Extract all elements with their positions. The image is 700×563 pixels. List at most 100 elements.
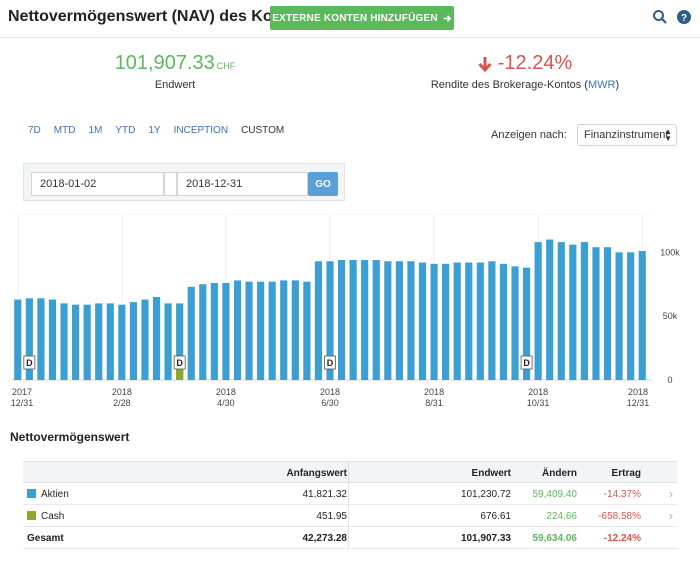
table-header: Anfangswert Endwert Ändern Ertrag [23, 461, 677, 483]
x-tick-label: 12/31 [11, 398, 34, 408]
bar-aktien[interactable] [488, 261, 496, 380]
bar-aktien[interactable] [176, 303, 184, 380]
help-icon[interactable]: ? [676, 9, 692, 25]
row-return: -14.37% [603, 489, 641, 500]
bar-aktien[interactable] [222, 282, 230, 380]
bar-aktien[interactable] [257, 281, 265, 380]
date-to-input[interactable]: 2018-12-31 [177, 172, 308, 196]
total-start: 42,273.28 [302, 533, 348, 544]
bar-aktien[interactable] [106, 303, 114, 380]
bar-aktien[interactable] [245, 281, 253, 380]
dividend-marker[interactable]: D [23, 355, 36, 370]
bar-aktien[interactable] [303, 281, 311, 380]
range-custom[interactable]: CUSTOM [241, 125, 285, 136]
bar-aktien[interactable] [465, 262, 473, 380]
bar-aktien[interactable] [95, 303, 103, 380]
bar-aktien[interactable] [326, 261, 334, 380]
bar-aktien[interactable] [372, 259, 380, 380]
bar-aktien[interactable] [407, 261, 415, 380]
range-1y[interactable]: 1Y [148, 125, 161, 136]
mwr-link[interactable]: MWR [587, 79, 616, 91]
bar-aktien[interactable] [349, 259, 357, 380]
range-inception[interactable]: INCEPTION [173, 125, 229, 136]
table-row-cash[interactable]: Cash 451.95 676.61 224.66 -658.58% › [23, 505, 677, 527]
bar-aktien[interactable] [141, 299, 149, 380]
bar-aktien[interactable] [210, 282, 218, 380]
range-ytd[interactable]: YTD [115, 125, 136, 136]
bar-aktien[interactable] [638, 251, 646, 380]
bar-aktien[interactable] [384, 261, 392, 380]
range-1m[interactable]: 1M [88, 125, 103, 136]
search-icon[interactable] [652, 9, 668, 25]
x-tick-label: 2018 [424, 387, 444, 397]
col-return-header: Ertrag [611, 468, 641, 479]
bar-aktien[interactable] [511, 266, 519, 380]
bar-aktien[interactable] [233, 280, 242, 380]
y-tick-label: 0 [667, 375, 672, 385]
bar-aktien[interactable] [337, 259, 346, 380]
return-label: Rendite des Brokerage-Kontos (MWR) [430, 79, 620, 91]
bar-aktien[interactable] [557, 242, 565, 380]
bar-aktien[interactable] [522, 267, 531, 380]
bar-aktien[interactable] [291, 280, 299, 380]
table-row-aktien[interactable]: Aktien 41,821.32 101,230.72 59,409.40 -1… [23, 483, 677, 505]
bar-aktien[interactable] [72, 304, 80, 380]
go-button[interactable]: GO [308, 172, 338, 196]
bar-aktien[interactable] [280, 280, 288, 380]
add-external-accounts-button[interactable]: EXTERNE KONTEN HINZUFÜGEN [270, 6, 454, 30]
range-7d[interactable]: 7D [28, 125, 41, 136]
bar-aktien[interactable] [48, 299, 57, 380]
y-tick-label: 100k [660, 247, 680, 257]
nav-unit: CHF [216, 61, 236, 71]
date-separator [164, 172, 177, 196]
bar-aktien[interactable] [118, 304, 126, 380]
dividend-marker[interactable]: D [324, 355, 336, 370]
chevron-right-icon[interactable]: › [669, 487, 673, 501]
dividend-marker[interactable]: D [173, 355, 186, 370]
bar-aktien[interactable] [603, 247, 612, 380]
bar-aktien[interactable] [534, 242, 542, 380]
bar-aktien[interactable] [592, 247, 600, 380]
bar-aktien[interactable] [476, 262, 484, 380]
bar-aktien[interactable] [60, 303, 68, 380]
range-mtd[interactable]: MTD [53, 125, 76, 136]
range-selector: 7D MTD 1M YTD 1Y INCEPTION CUSTOM [28, 125, 297, 136]
bar-aktien[interactable] [395, 261, 403, 380]
bar-aktien[interactable] [442, 263, 450, 380]
date-from-input[interactable]: 2018-01-02 [31, 172, 164, 196]
bar-aktien[interactable] [164, 303, 172, 380]
bar-aktien[interactable] [187, 286, 195, 380]
bar-aktien[interactable] [14, 299, 22, 380]
bar-aktien[interactable] [615, 252, 623, 380]
nav-table: Anfangswert Endwert Ändern Ertrag Aktien… [23, 461, 677, 549]
bar-aktien[interactable] [453, 262, 461, 380]
bar-aktien[interactable] [268, 281, 276, 380]
chevron-right-icon[interactable]: › [669, 509, 673, 523]
bar-aktien[interactable] [37, 298, 45, 380]
bar-aktien[interactable] [627, 252, 635, 380]
x-tick-label: 10/31 [527, 398, 550, 408]
bar-aktien[interactable] [499, 263, 508, 380]
bar-aktien[interactable] [83, 304, 91, 380]
bar-aktien[interactable] [361, 259, 369, 380]
select-caret-icon: ▲ ▼ [664, 127, 672, 143]
total-end: 101,907.33 [460, 533, 511, 544]
bar-aktien[interactable] [199, 284, 207, 380]
bar-aktien[interactable] [580, 242, 588, 380]
show-by-select[interactable]: Finanzinstrument ▲ ▼ [577, 124, 677, 146]
date-range-box: 2018-01-02 2018-12-31 GO [23, 163, 345, 201]
svg-text:D: D [327, 358, 334, 368]
bar-aktien[interactable] [418, 262, 427, 380]
bar-aktien[interactable] [430, 263, 438, 380]
nav-kpi: 101,907.33 CHF Endwert [100, 52, 250, 91]
dividend-marker[interactable]: D [520, 355, 533, 370]
bar-aktien[interactable] [314, 261, 323, 380]
bar-cash[interactable] [176, 364, 184, 380]
bar-aktien[interactable] [546, 239, 554, 380]
svg-text:D: D [523, 358, 530, 368]
bar-aktien[interactable] [25, 298, 33, 380]
bar-aktien[interactable] [152, 297, 161, 380]
col-start-header: Anfangswert [286, 468, 347, 479]
bar-aktien[interactable] [569, 244, 577, 380]
bar-aktien[interactable] [129, 302, 138, 380]
